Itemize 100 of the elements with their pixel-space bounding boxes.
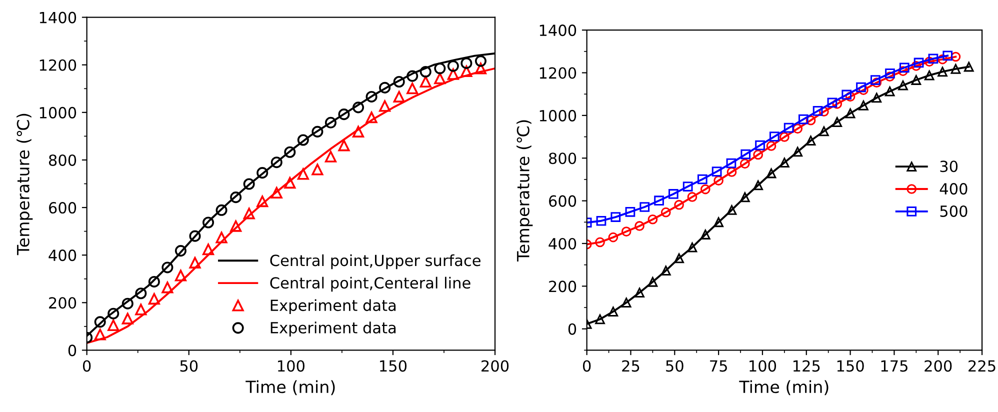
x-tick-label: 0 [582, 360, 591, 372]
legend-label: Central point,Upper surface [270, 254, 480, 270]
x-tick-label: 0 [82, 360, 91, 372]
point [108, 319, 120, 331]
point [393, 90, 405, 102]
point [872, 92, 882, 103]
point [324, 116, 336, 128]
point [595, 237, 605, 248]
point [460, 66, 472, 78]
x-tick-label: 150 [380, 360, 407, 372]
point [911, 61, 922, 71]
point [687, 192, 698, 202]
point [162, 282, 174, 294]
point [338, 140, 350, 152]
x-tick-label: 50 [180, 360, 198, 372]
y-tick-label: 1000 [40, 106, 76, 118]
point [216, 204, 228, 216]
point [898, 80, 908, 90]
x-axis-title: Time (min) [739, 380, 828, 396]
y-tick-label: 0 [68, 344, 76, 356]
y-tick-label: 1400 [540, 24, 576, 36]
point [447, 68, 459, 80]
point [596, 216, 606, 226]
point [842, 90, 852, 100]
point [827, 98, 838, 108]
point [202, 216, 214, 228]
point [189, 230, 201, 242]
point [230, 220, 242, 232]
point [870, 75, 880, 85]
point [740, 192, 750, 202]
point [740, 158, 750, 169]
point [460, 57, 472, 69]
point [174, 270, 186, 282]
y-tick-label: 0 [568, 323, 576, 335]
point [297, 168, 309, 180]
point [640, 202, 650, 212]
point [648, 276, 658, 287]
point [753, 150, 764, 160]
point [634, 221, 644, 231]
legend-label: 30 [940, 160, 958, 172]
point [911, 75, 922, 85]
point [608, 306, 618, 317]
point [845, 108, 856, 118]
point [94, 328, 106, 340]
point [769, 132, 780, 142]
point [914, 58, 924, 68]
point [714, 217, 724, 228]
y-tick-label: 600 [549, 195, 576, 207]
x-tick-label: 125 [793, 360, 820, 372]
point [712, 166, 722, 176]
point [352, 102, 364, 114]
point [697, 174, 708, 184]
y-tick-label: 200 [549, 280, 576, 292]
point [950, 64, 961, 74]
point [938, 54, 948, 64]
point [406, 70, 418, 82]
point [379, 82, 391, 94]
point [270, 187, 282, 199]
point [792, 124, 803, 134]
point [406, 82, 418, 94]
x-tick-label: 50 [666, 360, 684, 372]
x-tick-label: 25 [622, 360, 640, 372]
point [420, 66, 432, 78]
point [872, 78, 882, 88]
point [928, 54, 938, 64]
point [766, 168, 776, 178]
point [792, 146, 803, 157]
point [256, 196, 268, 208]
point [798, 114, 808, 124]
point [753, 180, 764, 190]
point [610, 212, 621, 222]
x-tick-label: 175 [881, 360, 908, 372]
point [284, 146, 296, 158]
point [216, 232, 228, 244]
point [856, 82, 866, 92]
point [366, 90, 378, 102]
point [755, 140, 765, 150]
point [674, 253, 684, 264]
point [687, 242, 698, 252]
x-tick-label: 100 [278, 360, 304, 372]
y-tick-label: 1200 [540, 67, 576, 79]
point [94, 316, 106, 328]
point [812, 106, 823, 116]
point [950, 52, 961, 62]
y-tick-label: 1200 [40, 59, 76, 71]
point [608, 232, 618, 242]
point [434, 62, 446, 74]
point [660, 207, 671, 218]
point [668, 189, 678, 199]
point [726, 158, 736, 168]
point [270, 156, 282, 168]
point [621, 298, 632, 308]
point [654, 196, 664, 206]
point [648, 214, 658, 224]
point [726, 205, 737, 215]
point [858, 85, 868, 95]
point [243, 208, 255, 220]
legend-label: Experiment data [270, 299, 396, 314]
point [625, 206, 636, 217]
point [832, 98, 842, 109]
